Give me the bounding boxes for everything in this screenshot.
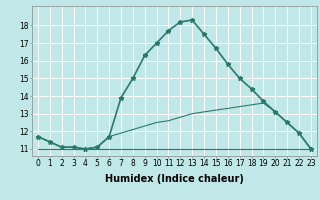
X-axis label: Humidex (Indice chaleur): Humidex (Indice chaleur) — [105, 174, 244, 184]
